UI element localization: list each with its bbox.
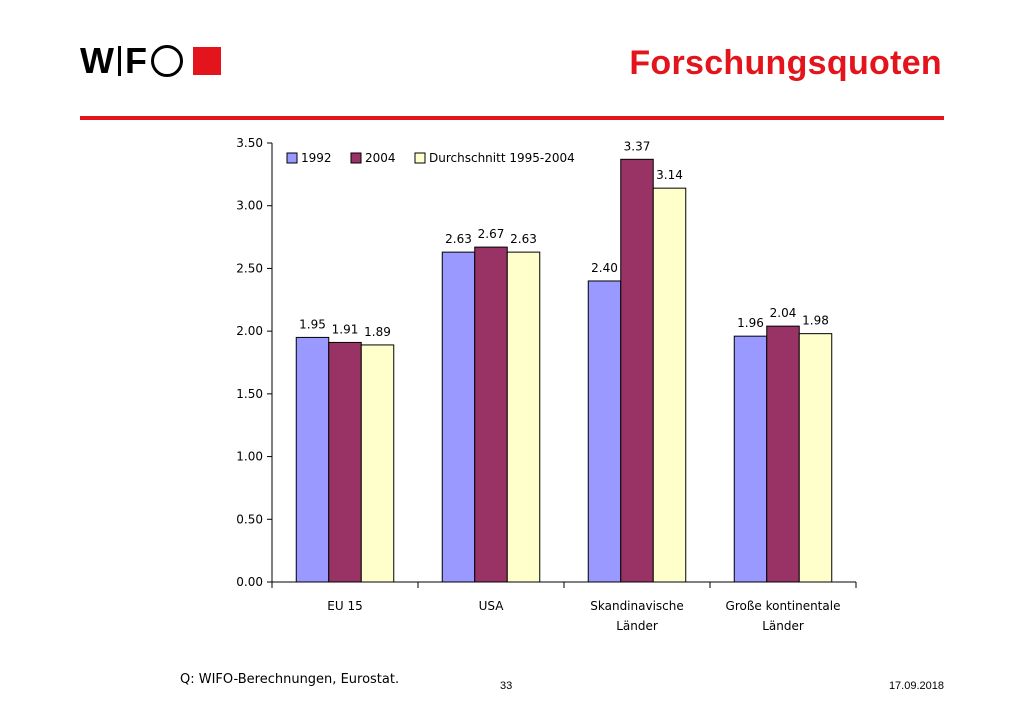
data-label: 2.67 <box>478 227 505 241</box>
bar-durchschnitt-1995-2004 <box>506 251 541 583</box>
bar-1992 <box>441 251 476 583</box>
logo-circle <box>150 45 183 77</box>
page-number: 33 <box>500 680 513 692</box>
data-label: 1.89 <box>364 325 391 339</box>
data-label: 1.98 <box>802 314 829 328</box>
bar-2004 <box>328 341 362 583</box>
y-tick-label: 2.00 <box>236 324 263 338</box>
bar-2004 <box>620 158 654 583</box>
y-tick-label: 3.00 <box>236 199 263 213</box>
logo-bar <box>117 46 121 76</box>
y-tick-label: 0.50 <box>236 512 263 526</box>
logo-red-square <box>192 47 221 75</box>
x-category-label: Skandinavische <box>590 599 684 613</box>
wifo-logo: W F <box>80 40 221 82</box>
y-tick-label: 0.00 <box>236 575 263 589</box>
page-title: Forschungsquoten <box>629 44 942 82</box>
legend-label: Durchschnitt 1995-2004 <box>429 151 575 165</box>
bar-durchschnitt-1995-2004 <box>798 333 833 583</box>
legend-swatch <box>414 152 426 164</box>
legend-swatch <box>286 152 298 164</box>
bar-2004 <box>474 246 508 583</box>
source-note: Q: WIFO-Berechnungen, Eurostat. <box>180 672 400 687</box>
bar-1992 <box>733 335 768 583</box>
data-label: 2.04 <box>770 306 797 320</box>
legend-label: 2004 <box>365 151 396 165</box>
data-label: 3.37 <box>624 139 651 153</box>
x-category-label: Länder <box>762 619 804 633</box>
footer-date: 17.09.2018 <box>888 680 944 692</box>
data-label: 2.63 <box>510 232 537 246</box>
bar-durchschnitt-1995-2004 <box>652 187 687 583</box>
y-tick-label: 1.50 <box>236 387 263 401</box>
data-label: 2.63 <box>445 232 472 246</box>
data-label: 1.96 <box>737 316 764 330</box>
title-divider <box>80 116 944 120</box>
data-label: 1.95 <box>299 317 326 331</box>
bar-2004 <box>766 325 800 583</box>
y-tick-label: 2.50 <box>236 261 263 275</box>
legend-label: 1992 <box>301 151 332 165</box>
y-tick-label: 1.00 <box>236 450 263 464</box>
x-category-label: EU 15 <box>327 599 362 613</box>
y-tick-label: 3.50 <box>236 136 263 150</box>
x-category-label: USA <box>479 599 505 613</box>
bar-durchschnitt-1995-2004 <box>360 344 395 583</box>
logo-letter-f: F <box>124 40 147 81</box>
data-label: 2.40 <box>591 261 618 275</box>
x-category-label: Länder <box>616 619 658 633</box>
data-label: 3.14 <box>656 168 683 182</box>
logo-letter-w: W <box>80 40 114 81</box>
bar-1992 <box>295 336 330 583</box>
x-category-label: Große kontinentale <box>726 599 841 613</box>
legend-swatch <box>350 152 362 164</box>
bar-1992 <box>587 280 622 583</box>
data-label: 1.91 <box>332 322 359 336</box>
